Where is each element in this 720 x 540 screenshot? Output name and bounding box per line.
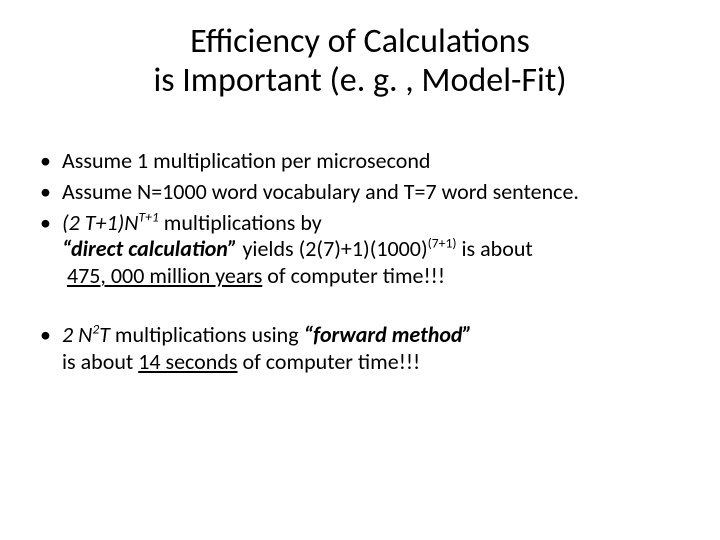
- spacer: [36, 294, 684, 322]
- bullet-3-strong: “direct calculation”: [62, 235, 237, 262]
- bullet-item-4: 2 N2T multiplications using “forward met…: [36, 322, 684, 376]
- bullet-3-tail2: is about: [457, 235, 533, 262]
- bullet-3-mid-sup: (7+1): [428, 235, 457, 252]
- bullet-4-after: multiplications using: [110, 321, 304, 348]
- bullet-4-line2-pre: is about: [62, 348, 138, 375]
- slide-body: Assume 1 multiplication per microsecond …: [36, 148, 684, 380]
- bullet-list-2: 2 N2T multiplications using “forward met…: [36, 322, 684, 376]
- bullet-3-value: 475, 000 million years: [67, 262, 262, 289]
- bullet-3-tail3: of computer time!!!: [262, 262, 445, 289]
- bullet-4-value: 14 seconds: [138, 348, 237, 375]
- slide-title: Efficiency of Calculations is Important …: [0, 22, 720, 100]
- bullet-3-after-expr: multiplications by: [159, 209, 322, 236]
- bullet-4-expr-a: 2 N: [62, 321, 92, 348]
- title-line-2: is Important (e. g. , Model-Fit): [153, 60, 566, 101]
- slide: Efficiency of Calculations is Important …: [0, 0, 720, 540]
- bullet-item-1: Assume 1 multiplication per microsecond: [36, 148, 684, 175]
- bullet-4-strong: “forward method”: [304, 321, 473, 348]
- title-line-1: Efficiency of Calculations: [190, 21, 530, 62]
- bullet-list: Assume 1 multiplication per microsecond …: [36, 148, 684, 290]
- bullet-4-expr-b: T: [99, 321, 110, 348]
- bullet-3-mid: yields (2(7)+1)(1000): [237, 235, 427, 262]
- bullet-item-2: Assume N=1000 word vocabulary and T=7 wo…: [36, 179, 684, 206]
- bullet-1-text: Assume 1 multiplication per microsecond: [62, 147, 430, 174]
- bullet-2-text: Assume N=1000 word vocabulary and T=7 wo…: [62, 178, 579, 205]
- bullet-3-expr-sup: T+1: [138, 208, 158, 225]
- bullet-item-3: (2 T+1)NT+1 multiplications by “direct c…: [36, 210, 684, 290]
- bullet-3-expr-base: (2 T+1)N: [62, 209, 138, 236]
- bullet-4-line2-tail: of computer time!!!: [238, 348, 421, 375]
